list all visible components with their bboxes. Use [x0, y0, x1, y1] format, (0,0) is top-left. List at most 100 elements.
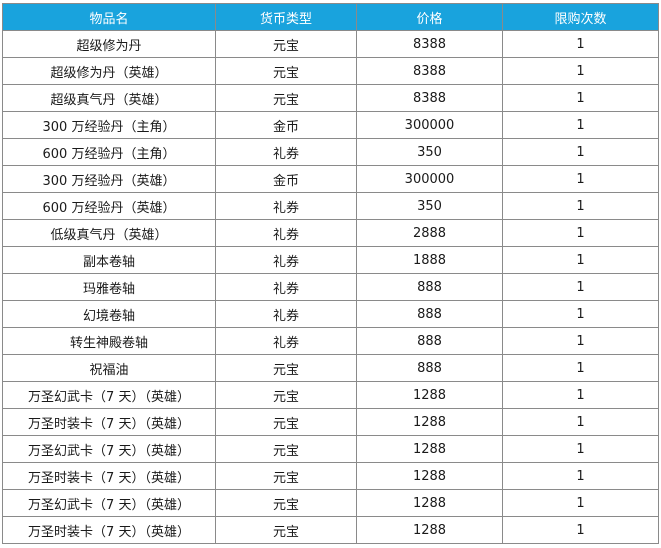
currency-type-cell: 金币 — [215, 165, 357, 193]
item-name-cell: 超级修为丹 — [2, 30, 216, 58]
table-row: 副本卷轴 礼券 1888 1 — [2, 246, 659, 274]
currency-type-cell: 礼券 — [215, 192, 357, 220]
purchase-limit-cell: 1 — [502, 246, 659, 274]
purchase-limit-cell: 1 — [502, 57, 659, 85]
price-cell: 300000 — [356, 165, 503, 193]
table-row: 万圣幻武卡（7 天）（英雄） 元宝 1288 1 — [2, 489, 659, 517]
price-cell: 2888 — [356, 219, 503, 247]
item-name-cell: 超级真气丹（英雄） — [2, 84, 216, 112]
currency-type-cell: 元宝 — [215, 381, 357, 409]
table-row: 超级真气丹（英雄） 元宝 8388 1 — [2, 84, 659, 112]
price-cell: 888 — [356, 300, 503, 328]
currency-type-cell: 元宝 — [215, 489, 357, 517]
table-row: 转生神殿卷轴 礼券 888 1 — [2, 327, 659, 355]
currency-type-cell: 元宝 — [215, 408, 357, 436]
table-row: 万圣幻武卡（7 天）（英雄） 元宝 1288 1 — [2, 381, 659, 409]
header-row: 物品名 货币类型 价格 限购次数 — [2, 3, 659, 31]
currency-type-cell: 元宝 — [215, 354, 357, 382]
item-name-cell: 万圣幻武卡（7 天）（英雄） — [2, 435, 216, 463]
table-header: 物品名 货币类型 价格 限购次数 — [2, 3, 659, 31]
purchase-limit-cell: 1 — [502, 165, 659, 193]
price-cell: 1288 — [356, 516, 503, 544]
currency-type-cell: 礼券 — [215, 273, 357, 301]
purchase-limit-cell: 1 — [502, 84, 659, 112]
purchase-limit-cell: 1 — [502, 192, 659, 220]
item-name-cell: 600 万经验丹（主角） — [2, 138, 216, 166]
price-cell: 888 — [356, 327, 503, 355]
price-cell: 350 — [356, 192, 503, 220]
currency-type-cell: 元宝 — [215, 435, 357, 463]
table-row: 万圣时装卡（7 天）（英雄） 元宝 1288 1 — [2, 462, 659, 490]
table-body: 超级修为丹 元宝 8388 1 超级修为丹（英雄） 元宝 8388 1 超级真气丹（英雄） 元宝 8… — [2, 30, 659, 544]
purchase-limit-cell: 1 — [502, 435, 659, 463]
table-row: 万圣幻武卡（7 天）（英雄） 元宝 1288 1 — [2, 435, 659, 463]
purchase-limit-cell: 1 — [502, 462, 659, 490]
price-cell: 1288 — [356, 381, 503, 409]
currency-type-cell: 元宝 — [215, 462, 357, 490]
item-name-cell: 祝福油 — [2, 354, 216, 382]
currency-type-cell: 元宝 — [215, 84, 357, 112]
header-purchase-limit: 限购次数 — [502, 3, 659, 31]
price-cell: 1288 — [356, 435, 503, 463]
purchase-limit-cell: 1 — [502, 300, 659, 328]
table-row: 600 万经验丹（主角） 礼券 350 1 — [2, 138, 659, 166]
price-cell: 888 — [356, 354, 503, 382]
item-name-cell: 转生神殿卷轴 — [2, 327, 216, 355]
item-name-cell: 300 万经验丹（英雄） — [2, 165, 216, 193]
currency-type-cell: 礼券 — [215, 300, 357, 328]
currency-type-cell: 金币 — [215, 111, 357, 139]
table-row: 600 万经验丹（英雄） 礼券 350 1 — [2, 192, 659, 220]
item-name-cell: 万圣幻武卡（7 天）（英雄） — [2, 489, 216, 517]
currency-type-cell: 元宝 — [215, 516, 357, 544]
table-row: 玛雅卷轴 礼券 888 1 — [2, 273, 659, 301]
table-row: 万圣时装卡（7 天）（英雄） 元宝 1288 1 — [2, 516, 659, 544]
item-name-cell: 600 万经验丹（英雄） — [2, 192, 216, 220]
table-row: 300 万经验丹（英雄） 金币 300000 1 — [2, 165, 659, 193]
purchase-limit-cell: 1 — [502, 111, 659, 139]
item-name-cell: 300 万经验丹（主角） — [2, 111, 216, 139]
table-row: 超级修为丹 元宝 8388 1 — [2, 30, 659, 58]
price-cell: 1288 — [356, 408, 503, 436]
purchase-limit-cell: 1 — [502, 489, 659, 517]
purchase-limit-cell: 1 — [502, 408, 659, 436]
purchase-limit-cell: 1 — [502, 273, 659, 301]
table-row: 万圣时装卡（7 天）（英雄） 元宝 1288 1 — [2, 408, 659, 436]
table-row: 300 万经验丹（主角） 金币 300000 1 — [2, 111, 659, 139]
purchase-limit-cell: 1 — [502, 327, 659, 355]
item-name-cell: 万圣幻武卡（7 天）（英雄） — [2, 381, 216, 409]
header-price: 价格 — [356, 3, 503, 31]
item-name-cell: 幻境卷轴 — [2, 300, 216, 328]
item-name-cell: 超级修为丹（英雄） — [2, 57, 216, 85]
purchase-limit-cell: 1 — [502, 138, 659, 166]
currency-type-cell: 元宝 — [215, 57, 357, 85]
purchase-limit-cell: 1 — [502, 381, 659, 409]
item-name-cell: 万圣时装卡（7 天）（英雄） — [2, 408, 216, 436]
price-cell: 888 — [356, 273, 503, 301]
price-cell: 1288 — [356, 489, 503, 517]
price-cell: 8388 — [356, 57, 503, 85]
item-name-cell: 万圣时装卡（7 天）（英雄） — [2, 516, 216, 544]
item-name-cell: 低级真气丹（英雄） — [2, 219, 216, 247]
header-item-name: 物品名 — [2, 3, 216, 31]
table-row: 祝福油 元宝 888 1 — [2, 354, 659, 382]
shop-price-table: 物品名 货币类型 价格 限购次数 超级修为丹 元宝 8388 1 超级修为丹（英雄） 元宝… — [2, 3, 659, 544]
purchase-limit-cell: 1 — [502, 219, 659, 247]
currency-type-cell: 礼券 — [215, 138, 357, 166]
price-cell: 8388 — [356, 84, 503, 112]
price-cell: 350 — [356, 138, 503, 166]
price-cell: 8388 — [356, 30, 503, 58]
purchase-limit-cell: 1 — [502, 516, 659, 544]
price-cell: 1288 — [356, 462, 503, 490]
header-currency-type: 货币类型 — [215, 3, 357, 31]
table-row: 低级真气丹（英雄） 礼券 2888 1 — [2, 219, 659, 247]
item-name-cell: 万圣时装卡（7 天）（英雄） — [2, 462, 216, 490]
price-cell: 300000 — [356, 111, 503, 139]
purchase-limit-cell: 1 — [502, 30, 659, 58]
currency-type-cell: 元宝 — [215, 30, 357, 58]
table-row: 幻境卷轴 礼券 888 1 — [2, 300, 659, 328]
currency-type-cell: 礼券 — [215, 219, 357, 247]
item-name-cell: 玛雅卷轴 — [2, 273, 216, 301]
price-cell: 1888 — [356, 246, 503, 274]
currency-type-cell: 礼券 — [215, 327, 357, 355]
item-name-cell: 副本卷轴 — [2, 246, 216, 274]
